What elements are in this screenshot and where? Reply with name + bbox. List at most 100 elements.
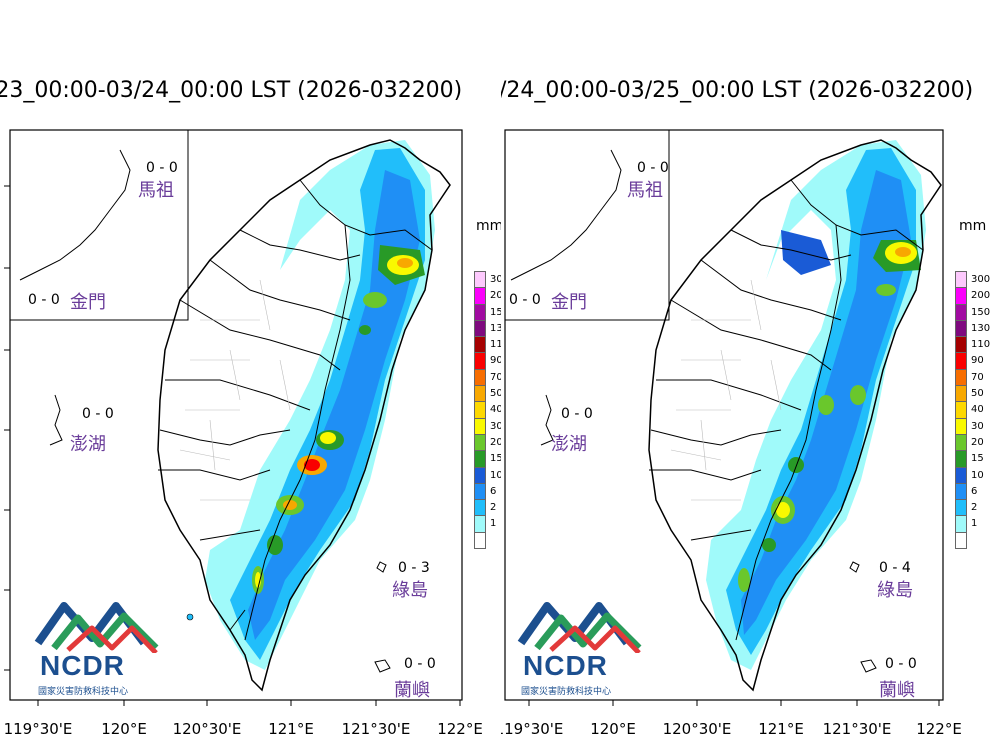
colorbar-level-label: 150 (971, 306, 991, 318)
rainfall-map (4, 129, 463, 706)
panel-title: 03/24_00:00-03/25_00:00 LST (2026-032200… (501, 78, 974, 103)
colorbar-level-label: 130 (971, 322, 991, 334)
colorbar-swatch (955, 401, 967, 419)
colorbar-swatch (474, 319, 486, 338)
colorbar-level-label: 6 (971, 485, 978, 497)
penghu-range: 0 - 0 (561, 406, 593, 422)
left-panel: 03/23_00:00-03/24_00:00 LST (2026-032200… (0, 78, 501, 738)
colorbar-level-label: 200 (490, 290, 501, 302)
colorbar-swatch (955, 385, 967, 403)
colorbar-level-label: 90 (971, 355, 984, 367)
colorbar-level-label: 300 (971, 274, 991, 285)
unit-label: mm (959, 218, 987, 234)
penghu-label: 澎湖 (70, 434, 106, 455)
right-panel: 03/24_00:00-03/25_00:00 LST (2026-032200… (501, 0, 1002, 752)
penghu-range: 0 - 0 (82, 406, 114, 422)
colorbar-swatch (955, 466, 967, 484)
colorbar-level-label: 130 (490, 322, 501, 334)
kinmen-range: 0 - 0 (28, 292, 60, 308)
colorbar-level-label: 2 (490, 502, 497, 514)
colorbar-swatch (474, 450, 486, 468)
penghu-label: 澎湖 (551, 434, 587, 455)
colorbar-swatch (955, 336, 967, 354)
colorbar-level-label: 20 (971, 436, 984, 448)
colorbar-swatch (474, 499, 486, 517)
colorbar (474, 271, 486, 550)
colorbar-labels: 300 200 150 130 110 90 70 50 40 30 20 15 10 6 2 1 (490, 272, 501, 533)
colorbar-swatch (955, 515, 967, 533)
colorbar-level-label: 40 (971, 404, 984, 416)
colorbar-swatch (474, 466, 486, 484)
colorbar (955, 271, 967, 550)
rainfall-map (504, 129, 944, 706)
logo-text: NCDR (40, 650, 125, 681)
colorbar-swatch (474, 385, 486, 403)
lon-label: 121°30'E (822, 720, 892, 738)
colorbar-swatch (955, 319, 967, 338)
colorbar-level-label: 300 (490, 274, 501, 285)
colorbar-swatch (955, 417, 967, 435)
colorbar-swatch (955, 352, 967, 370)
matsu-range: 0 - 0 (637, 160, 669, 176)
colorbar-swatch (474, 271, 486, 289)
colorbar-level-label: 40 (490, 404, 501, 416)
colorbar-level-label: 110 (971, 339, 991, 351)
lon-label: 121°30'E (341, 720, 411, 738)
colorbar-level-label: 50 (971, 388, 984, 400)
matsu-range: 0 - 0 (146, 160, 178, 176)
colorbar-swatch (955, 287, 967, 305)
lon-label: 120°30'E (662, 720, 732, 738)
kinmen-range: 0 - 0 (509, 292, 541, 308)
rain-shading (205, 140, 435, 670)
lon-label: 120°E (101, 720, 147, 738)
colorbar-level-label: 20 (490, 436, 501, 448)
colorbar-level-label: 6 (490, 485, 497, 497)
matsu-label: 馬祖 (627, 180, 663, 201)
colorbar-swatch (474, 336, 486, 354)
matsu-label: 馬祖 (138, 180, 174, 201)
colorbar-labels: 300 200 150 130 110 90 70 50 40 30 20 15 10 6 2 1 (971, 272, 990, 533)
colorbar-swatch (474, 482, 486, 501)
colorbar-level-label: 70 (490, 371, 501, 383)
lon-label: 120°E (590, 720, 636, 738)
colorbar-swatch (955, 433, 967, 452)
orchid-range: 0 - 0 (885, 656, 917, 672)
orchid-range: 0 - 0 (404, 656, 436, 672)
lon-label: 121°E (758, 720, 804, 738)
colorbar-swatch (955, 531, 967, 550)
colorbar-swatch (955, 368, 967, 387)
colorbar-level-label: 2 (971, 502, 978, 514)
greenisland-label: 綠島 (392, 580, 428, 601)
kinmen-label: 金門 (70, 292, 106, 313)
colorbar-swatch (474, 531, 486, 550)
colorbar-level-label: 15 (490, 453, 501, 465)
colorbar-level-label: 30 (971, 420, 984, 432)
kinmen-label: 金門 (551, 292, 587, 313)
panel-title: 03/23_00:00-03/24_00:00 LST (2026-032200… (0, 78, 463, 103)
logo-text: NCDR (523, 650, 608, 681)
colorbar-level-label: 110 (490, 339, 501, 351)
colorbar-swatch (955, 271, 967, 289)
colorbar-swatch (474, 287, 486, 305)
colorbar-level-label: 10 (490, 469, 501, 481)
lon-label: 119°30'E (3, 720, 73, 738)
colorbar-swatch (955, 450, 967, 468)
colorbar-swatch (955, 482, 967, 501)
colorbar-level-label: 30 (490, 420, 501, 432)
colorbar-level-label: 1 (971, 518, 978, 530)
lon-label: 120°30'E (172, 720, 242, 738)
colorbar-level-label: 10 (971, 469, 984, 481)
logo-subtitle: 國家災害防救科技中心 (521, 687, 612, 697)
ncdr-logo: NCDR 國家災害防救科技中心 (34, 598, 164, 698)
colorbar-level-label: 70 (971, 371, 984, 383)
colorbar-swatch (474, 401, 486, 419)
orchid-label: 蘭嶼 (394, 680, 430, 701)
greenisland-range: 0 - 3 (398, 560, 430, 576)
lon-label: 122°E (437, 720, 483, 738)
orchid-label: 蘭嶼 (879, 680, 915, 701)
colorbar-swatch (474, 417, 486, 435)
colorbar-swatch (474, 515, 486, 533)
colorbar-level-label: 1 (490, 518, 497, 530)
logo-subtitle: 國家災害防救科技中心 (38, 687, 129, 697)
unit-label: mm (476, 218, 501, 234)
